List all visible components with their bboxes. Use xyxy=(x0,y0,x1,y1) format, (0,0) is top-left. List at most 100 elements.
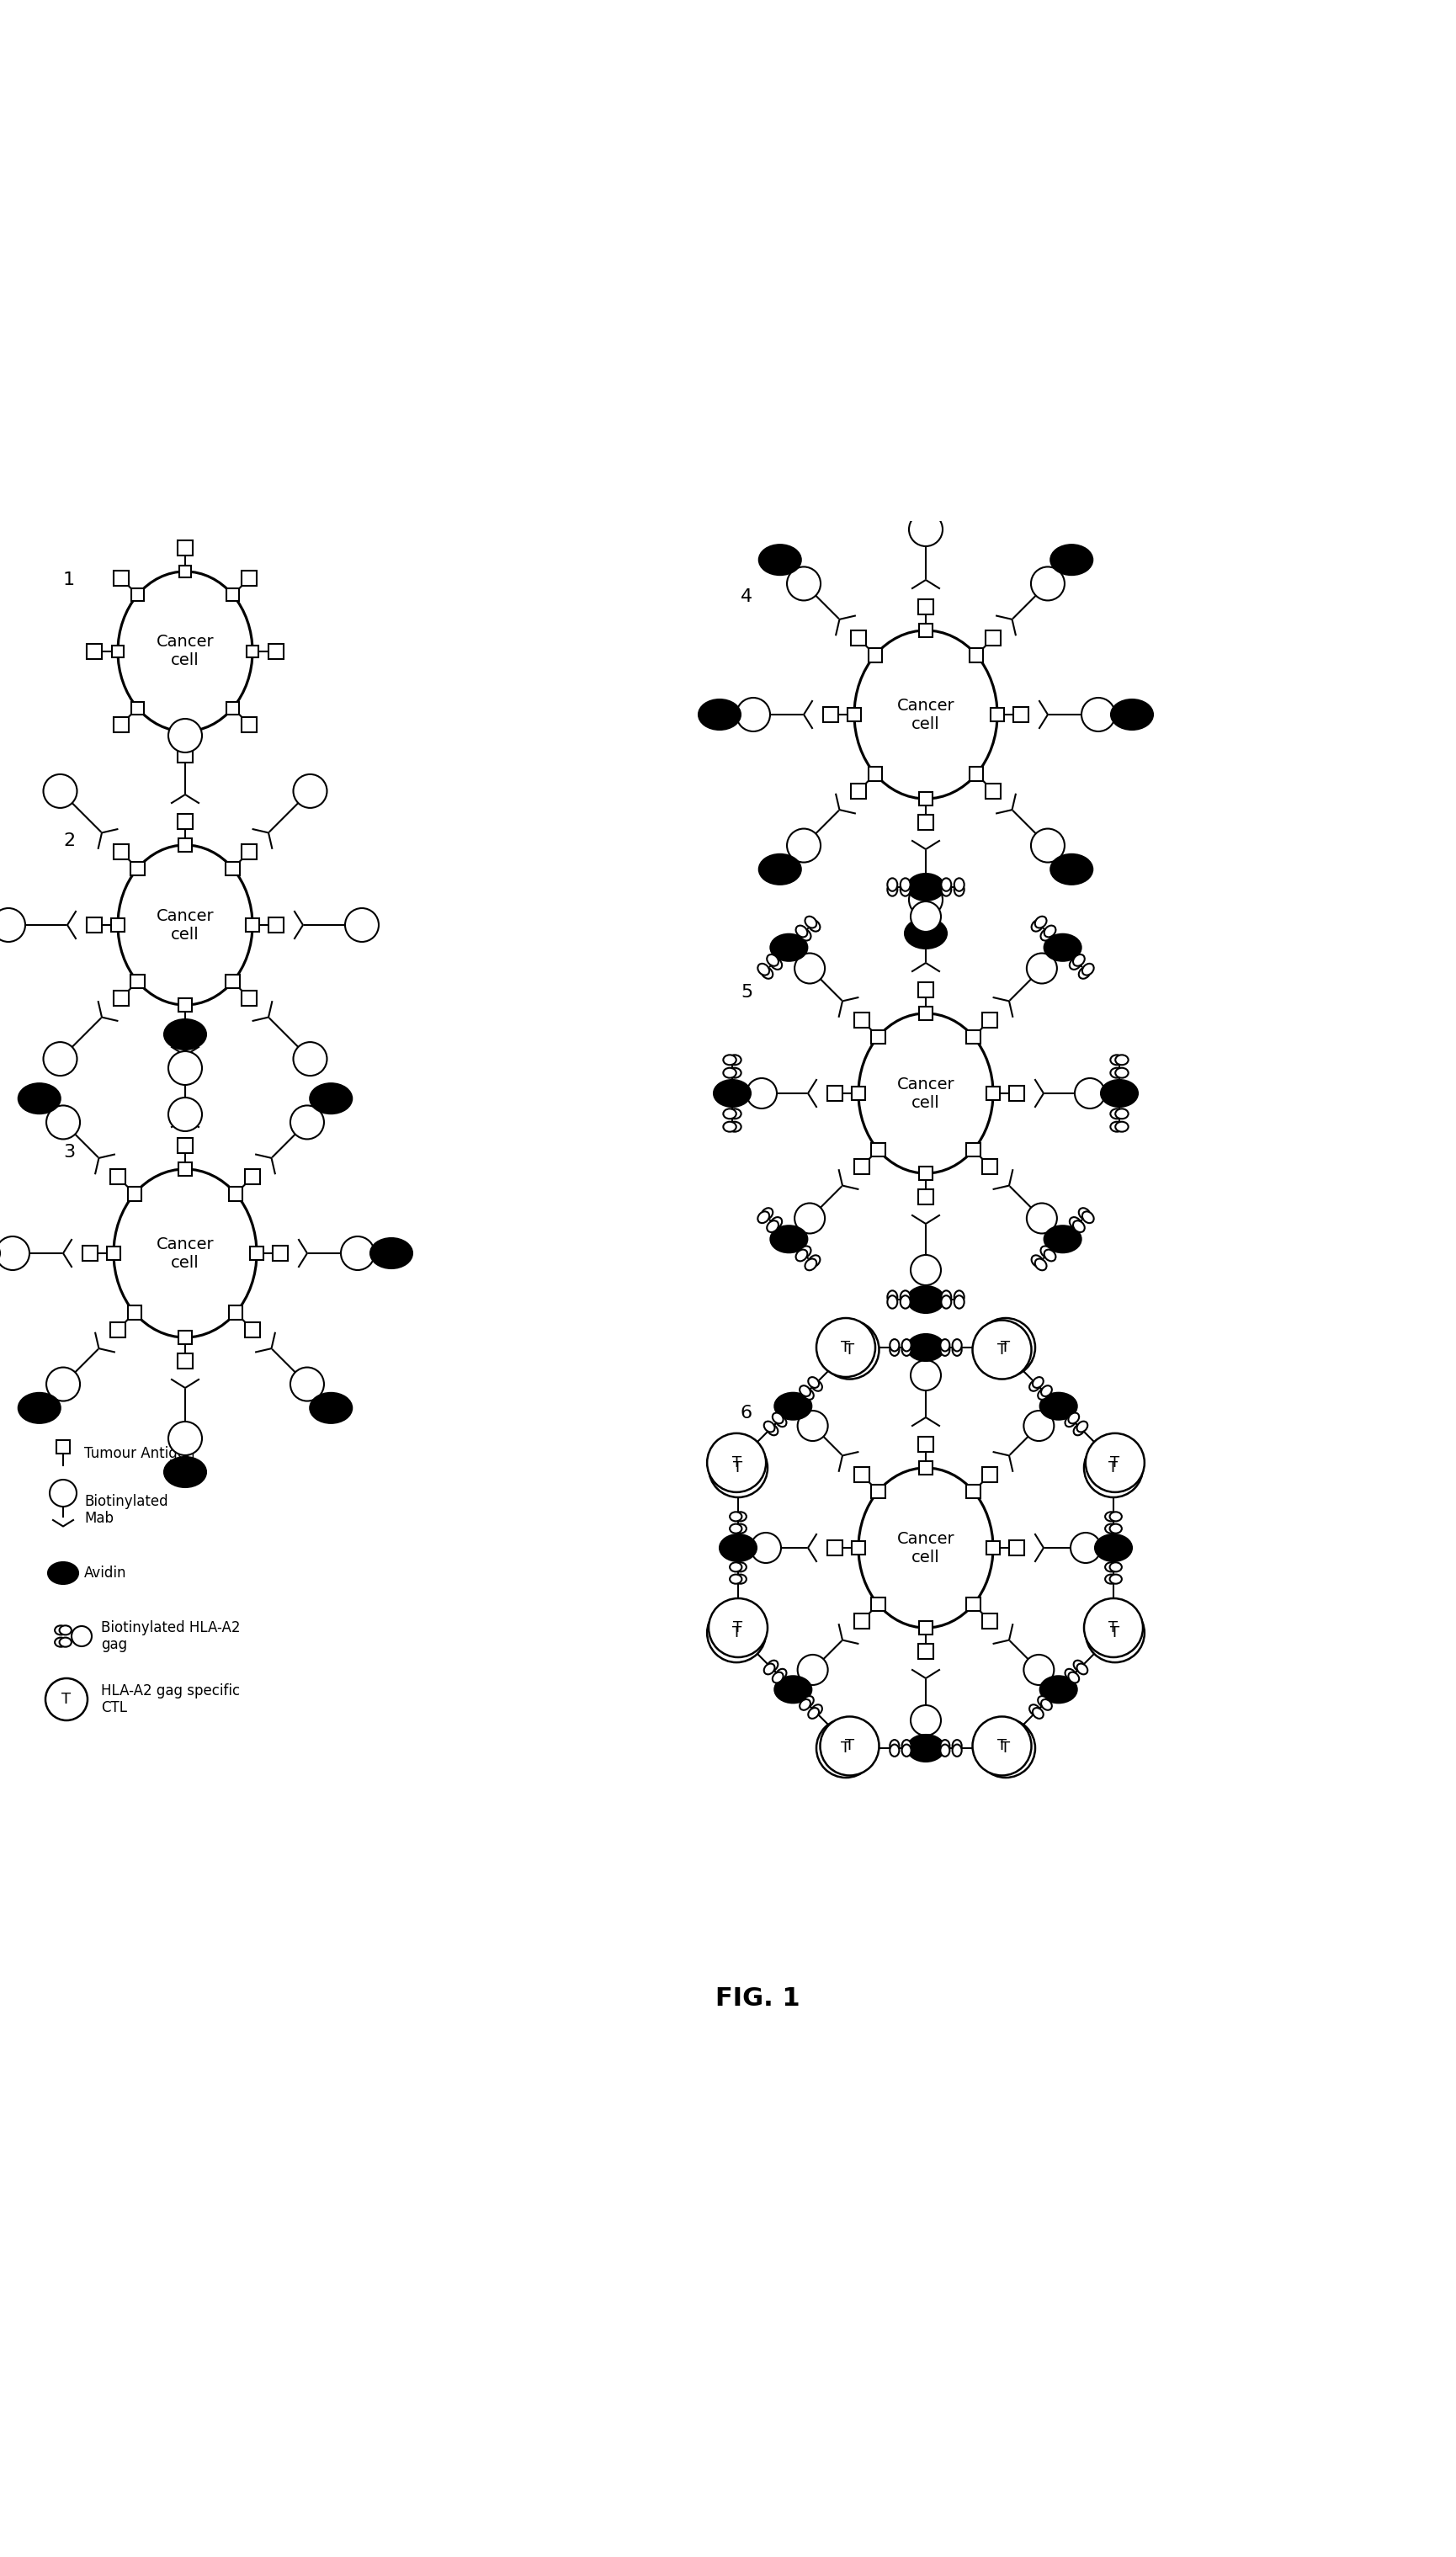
Ellipse shape xyxy=(60,1636,71,1647)
Text: T: T xyxy=(61,1693,71,1708)
FancyBboxPatch shape xyxy=(87,644,102,660)
Ellipse shape xyxy=(759,854,801,885)
Text: T: T xyxy=(1109,1626,1120,1642)
Ellipse shape xyxy=(770,1217,782,1230)
Ellipse shape xyxy=(722,1069,735,1079)
Circle shape xyxy=(1083,1440,1143,1498)
Ellipse shape xyxy=(165,1457,207,1488)
Circle shape xyxy=(0,908,25,941)
Ellipse shape xyxy=(1082,964,1093,974)
Ellipse shape xyxy=(900,1291,910,1304)
Text: T: T xyxy=(1109,1455,1120,1470)
Text: Cancer
cell: Cancer cell xyxy=(897,1532,954,1565)
Circle shape xyxy=(44,1043,77,1076)
Ellipse shape xyxy=(1076,1422,1088,1432)
Text: 4: 4 xyxy=(740,588,753,606)
Ellipse shape xyxy=(763,1422,775,1432)
Ellipse shape xyxy=(55,1626,67,1634)
Ellipse shape xyxy=(887,1291,897,1304)
Text: Cancer
cell: Cancer cell xyxy=(156,634,214,670)
FancyBboxPatch shape xyxy=(981,1468,997,1483)
Ellipse shape xyxy=(941,1291,951,1304)
Ellipse shape xyxy=(1115,1110,1127,1120)
FancyBboxPatch shape xyxy=(853,1158,869,1174)
Circle shape xyxy=(796,1411,827,1442)
FancyBboxPatch shape xyxy=(242,990,256,1005)
FancyBboxPatch shape xyxy=(268,644,284,660)
Circle shape xyxy=(820,1319,878,1378)
Ellipse shape xyxy=(808,921,820,931)
Text: 5: 5 xyxy=(740,984,753,1000)
Ellipse shape xyxy=(1034,915,1045,928)
Circle shape xyxy=(341,1238,374,1271)
Ellipse shape xyxy=(939,1739,949,1752)
Ellipse shape xyxy=(1073,1220,1085,1232)
Circle shape xyxy=(44,775,77,808)
Ellipse shape xyxy=(939,1744,949,1757)
Ellipse shape xyxy=(1032,1708,1042,1718)
Ellipse shape xyxy=(1115,1123,1127,1133)
Ellipse shape xyxy=(775,1394,811,1419)
Ellipse shape xyxy=(55,1636,67,1647)
Text: T: T xyxy=(844,1342,853,1358)
Ellipse shape xyxy=(775,1417,786,1427)
Circle shape xyxy=(1026,1204,1057,1232)
Ellipse shape xyxy=(770,959,782,969)
Ellipse shape xyxy=(802,1695,814,1708)
Ellipse shape xyxy=(900,1296,910,1309)
Circle shape xyxy=(909,882,942,915)
Circle shape xyxy=(47,1368,80,1401)
Ellipse shape xyxy=(370,1238,412,1268)
Text: T: T xyxy=(732,1460,743,1475)
Text: T: T xyxy=(731,1455,741,1470)
Circle shape xyxy=(796,1654,827,1685)
Ellipse shape xyxy=(904,481,946,511)
Circle shape xyxy=(1080,698,1114,731)
Ellipse shape xyxy=(1109,1110,1123,1120)
Ellipse shape xyxy=(728,1123,741,1133)
Ellipse shape xyxy=(808,1708,818,1718)
Ellipse shape xyxy=(60,1626,71,1634)
Ellipse shape xyxy=(1077,1207,1089,1220)
Text: T: T xyxy=(1108,1621,1118,1636)
FancyBboxPatch shape xyxy=(87,918,102,933)
Circle shape xyxy=(815,1718,875,1777)
Ellipse shape xyxy=(1044,933,1080,961)
Ellipse shape xyxy=(722,1110,735,1120)
FancyBboxPatch shape xyxy=(114,716,128,731)
Text: T: T xyxy=(844,1739,853,1754)
Circle shape xyxy=(786,568,820,601)
Ellipse shape xyxy=(907,1335,943,1360)
Ellipse shape xyxy=(1040,1245,1051,1258)
Ellipse shape xyxy=(1109,1524,1121,1534)
Ellipse shape xyxy=(1109,1069,1123,1079)
Ellipse shape xyxy=(941,877,951,892)
Ellipse shape xyxy=(887,882,897,895)
Ellipse shape xyxy=(1050,854,1092,885)
Ellipse shape xyxy=(728,1056,741,1064)
FancyBboxPatch shape xyxy=(1009,1539,1024,1555)
Text: FIG. 1: FIG. 1 xyxy=(715,1987,799,2010)
Circle shape xyxy=(71,1626,92,1647)
Text: Cancer
cell: Cancer cell xyxy=(156,908,214,941)
Circle shape xyxy=(820,1716,878,1775)
Circle shape xyxy=(708,1598,767,1657)
Ellipse shape xyxy=(907,1734,943,1762)
Ellipse shape xyxy=(952,1340,961,1350)
Ellipse shape xyxy=(766,954,778,967)
Ellipse shape xyxy=(734,1562,745,1573)
Circle shape xyxy=(1024,1411,1053,1442)
FancyBboxPatch shape xyxy=(268,918,284,933)
Ellipse shape xyxy=(954,877,964,892)
Circle shape xyxy=(0,1238,29,1271)
FancyBboxPatch shape xyxy=(111,1169,125,1184)
Circle shape xyxy=(910,1255,941,1286)
Ellipse shape xyxy=(1029,1706,1040,1716)
Text: T: T xyxy=(1000,1741,1010,1757)
Ellipse shape xyxy=(1109,1056,1123,1064)
Ellipse shape xyxy=(1040,1675,1076,1703)
Ellipse shape xyxy=(722,1123,735,1133)
Ellipse shape xyxy=(802,1388,814,1399)
Ellipse shape xyxy=(952,1744,961,1757)
Ellipse shape xyxy=(1041,1386,1051,1396)
